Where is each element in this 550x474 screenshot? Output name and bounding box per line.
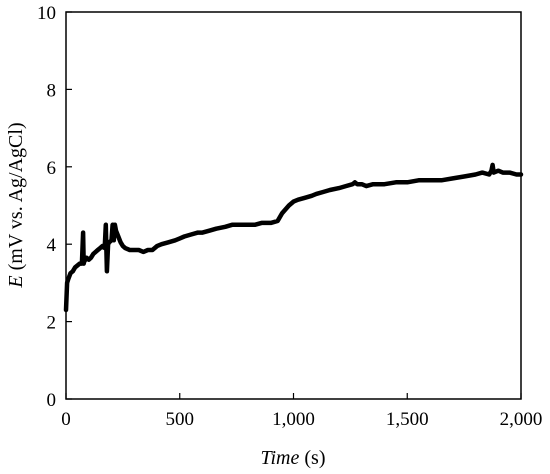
y-tick-label: 0 (47, 390, 57, 411)
y-tick-label: 4 (47, 235, 57, 256)
y-axis-ticks: 0 2 4 6 8 10 (37, 3, 72, 411)
y-tick-label: 10 (37, 3, 56, 24)
x-axis-ticks: 0 500 1,000 1,500 2,000 (61, 393, 542, 430)
x-tick-label: 1,500 (386, 409, 429, 430)
x-tick-label: 2,000 (500, 409, 543, 430)
x-axis-label: Time (s) (260, 447, 325, 469)
x-tick-label: 500 (166, 409, 195, 430)
series-line (63, 162, 524, 313)
y-axis-label: E (mV vs. Ag/AgCl) (5, 122, 27, 288)
plot-area (65, 11, 522, 400)
x-tick-label: 1,000 (272, 409, 315, 430)
x-tick-label: 0 (61, 409, 71, 430)
y-tick-label: 6 (47, 158, 57, 179)
y-tick-label: 8 (47, 80, 57, 101)
y-tick-label: 2 (47, 313, 57, 334)
